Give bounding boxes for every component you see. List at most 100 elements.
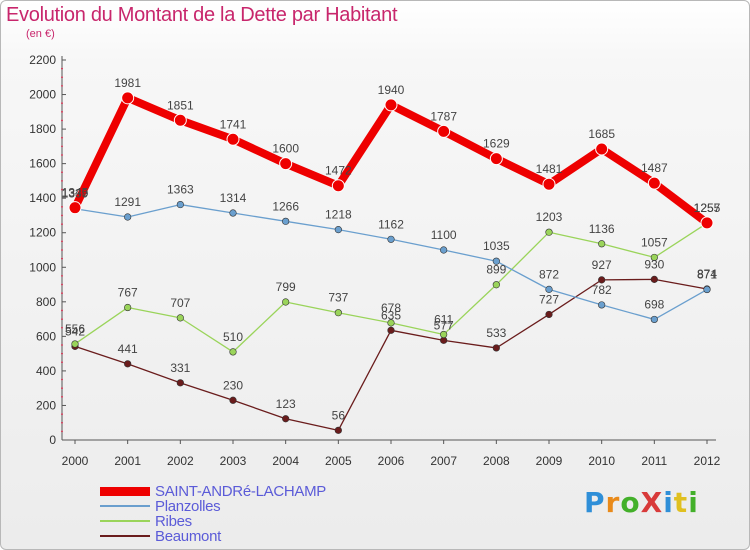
data-point [440,246,448,254]
data-label: 1851 [167,98,194,112]
data-label: 1345 [62,186,89,200]
data-point [226,132,240,146]
data-point [598,276,606,284]
y-minor-mark [61,413,63,415]
data-label: 1314 [220,191,247,205]
data-label: 1363 [167,183,194,197]
y-minor-mark [61,352,63,355]
x-tick-label: 2000 [62,454,89,468]
data-point [650,315,658,324]
data-label: 1472 [325,164,352,178]
y-tick-label: 1600 [29,157,56,171]
data-label: 1257 [694,201,721,215]
data-label: 123 [276,397,296,411]
data-point [331,179,345,193]
data-point [173,113,187,127]
y-tick-label: 1000 [29,260,56,274]
data-point [176,314,184,322]
x-tick-label: 2007 [430,454,457,468]
data-point [282,298,290,306]
y-minor-mark [61,395,63,398]
legend-label: Ribes [155,513,192,530]
y-minor-mark [61,257,63,260]
data-point [384,98,398,112]
y-tick-label: 800 [36,295,56,309]
data-label: 331 [170,361,190,375]
data-point [229,396,237,404]
data-label: 874 [697,267,717,281]
data-point [650,253,658,262]
data-label: 727 [539,292,559,306]
data-point [545,310,553,319]
logo-letter: P [584,486,606,519]
data-point [598,301,606,309]
data-label: 707 [170,296,190,310]
data-label: 1203 [536,210,563,224]
data-label: 1291 [114,195,141,209]
data-label: 782 [592,283,612,297]
y-minor-mark [61,387,63,390]
x-tick-label: 2004 [272,454,299,468]
data-point [334,309,342,317]
data-label: 1600 [272,142,299,156]
chart-title: Evolution du Montant de la Dette par Hab… [6,4,398,26]
data-point [68,201,82,215]
data-label: 1487 [641,161,668,175]
y-minor-mark [61,249,63,251]
legend-swatch [100,486,150,496]
y-tick-label: 0 [49,433,56,447]
logo-letter: i [663,486,674,519]
data-point [387,326,395,334]
data-point [545,228,553,236]
logo-letter: t [673,486,689,519]
data-label: 899 [486,263,506,277]
x-tick-label: 2010 [588,454,615,468]
legend-swatch [100,535,150,537]
y-tick-label: 600 [36,329,56,343]
data-point [598,240,606,248]
data-label: 577 [434,318,454,332]
data-label: 1266 [272,199,299,213]
data-label: 1981 [114,76,141,90]
y-minor-mark [61,292,63,295]
y-minor-mark [61,318,63,320]
y-minor-mark [61,223,63,225]
data-label: 1255 [694,201,721,215]
data-point [647,176,661,190]
data-label: 1741 [220,117,247,131]
y-minor-mark [61,119,63,122]
y-minor-mark [61,154,63,156]
data-point [650,275,658,283]
data-point [440,330,448,339]
y-tick-label: 2000 [29,88,56,102]
y-minor-mark [61,180,63,182]
data-point [121,91,135,105]
x-tick-label: 2011 [641,454,667,468]
y-minor-mark [61,344,63,346]
data-point [437,124,451,138]
unit-label: (en €) [26,28,55,40]
data-label: 767 [118,286,138,300]
data-point [334,426,342,434]
y-minor-mark [61,188,63,191]
data-point [492,281,500,289]
data-point [489,152,503,166]
data-point [387,319,395,327]
data-point [492,257,500,265]
legend-swatch [100,520,150,522]
data-label: 230 [223,378,243,392]
data-point [176,200,184,209]
x-tick-label: 2009 [536,454,563,468]
data-label: 799 [276,280,296,294]
data-point [229,348,237,356]
data-label: 542 [65,324,85,338]
x-tick-label: 2001 [114,454,141,468]
y-minor-mark [61,85,63,87]
data-label: 56 [332,408,346,422]
y-tick-label: 1200 [29,226,56,240]
data-label: 1218 [325,208,352,222]
data-label: 1685 [588,127,615,141]
y-minor-mark [61,421,63,424]
data-point [124,213,132,221]
